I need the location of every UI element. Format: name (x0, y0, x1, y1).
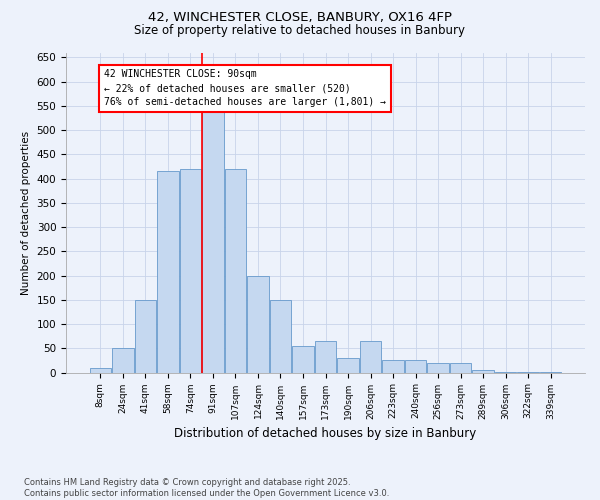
Bar (337, 358, 359, 372)
Bar (247, 276, 269, 372)
X-axis label: Distribution of detached houses by size in Banbury: Distribution of detached houses by size … (175, 427, 476, 440)
Bar (179, 169, 201, 372)
Bar (157, 172, 179, 372)
Text: Contains HM Land Registry data © Crown copyright and database right 2025.
Contai: Contains HM Land Registry data © Crown c… (24, 478, 389, 498)
Bar (112, 348, 134, 372)
Bar (427, 363, 449, 372)
Bar (270, 300, 291, 372)
Bar (315, 341, 336, 372)
Bar (472, 370, 494, 372)
Bar (89, 368, 111, 372)
Bar (134, 300, 156, 372)
Bar (382, 360, 404, 372)
Bar (292, 346, 314, 372)
Text: 42, WINCHESTER CLOSE, BANBURY, OX16 4FP: 42, WINCHESTER CLOSE, BANBURY, OX16 4FP (148, 12, 452, 24)
Bar (360, 341, 381, 372)
Bar (225, 169, 246, 372)
Text: 42 WINCHESTER CLOSE: 90sqm
← 22% of detached houses are smaller (520)
76% of sem: 42 WINCHESTER CLOSE: 90sqm ← 22% of deta… (104, 70, 386, 108)
Bar (450, 363, 472, 372)
Text: Size of property relative to detached houses in Banbury: Size of property relative to detached ho… (134, 24, 466, 37)
Bar (405, 360, 426, 372)
Bar (202, 110, 224, 372)
Y-axis label: Number of detached properties: Number of detached properties (21, 130, 31, 294)
